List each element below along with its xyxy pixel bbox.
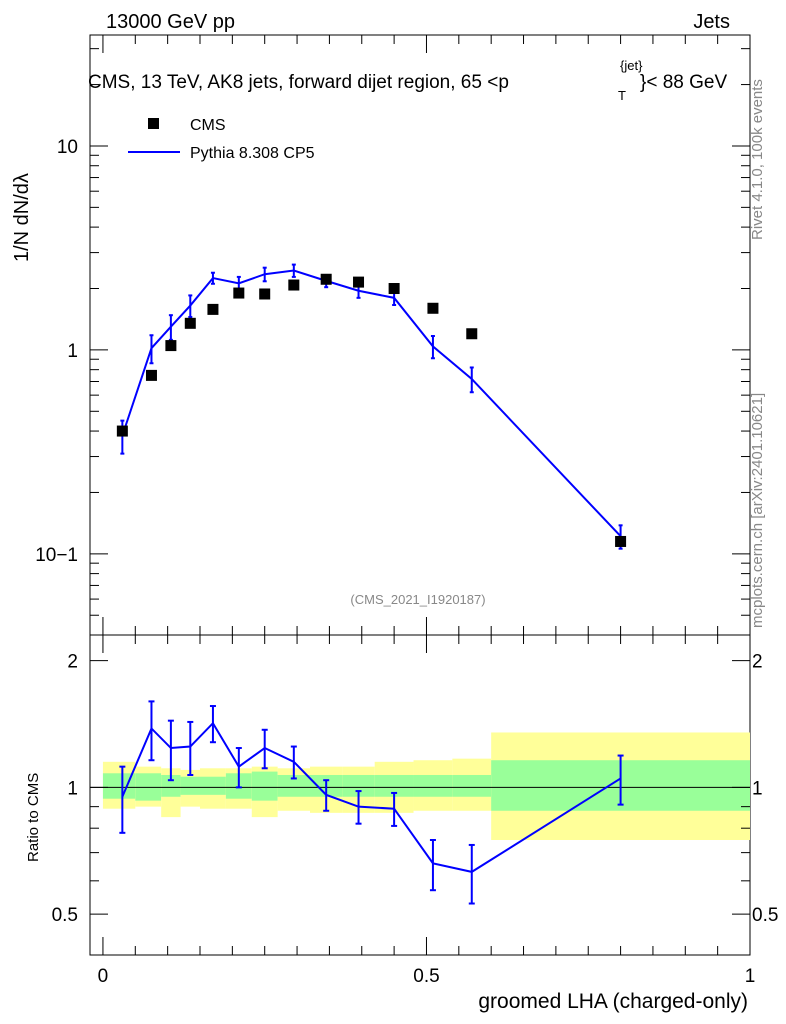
title-main: CMS, 13 TeV, AK8 jets, forward dijet reg… (88, 72, 509, 93)
band-inner-segment (251, 771, 278, 801)
cms-data-point (259, 288, 271, 300)
cms-data-point (233, 287, 245, 299)
analysis-watermark: (CMS_2021_I1920187) (350, 592, 485, 607)
mc-ratio-series (119, 700, 624, 905)
main-y-tick-label: 1 (67, 341, 78, 362)
ratio-y-tick-label-right: 1 (752, 778, 763, 799)
x-axis-label: groomed LHA (charged-only) (478, 990, 748, 1013)
cms-data-point (165, 340, 177, 352)
cms-data-point (207, 303, 219, 315)
ratio-y-tick-label-right: 2 (752, 652, 763, 673)
legend-mc-label: Pythia 8.308 CP5 (190, 145, 315, 162)
mc-line (121, 269, 622, 537)
band-inner-segment (342, 774, 375, 797)
svg-text:1/N dN/dλ: 1/N dN/dλ (11, 173, 33, 262)
band-inner-segment (374, 774, 414, 797)
ratio-line (121, 721, 622, 873)
cms-data-point (116, 425, 128, 437)
side-label-bottom: mcplots.cern.ch [arXiv:2401.10621] (749, 393, 766, 628)
band-inner-segment (277, 774, 310, 797)
cms-data-point (466, 328, 478, 340)
ratio-y-axis-label: Ratio to CMS (25, 773, 42, 862)
band-inner-segment (200, 776, 226, 795)
ratio-y-tick-labels: 0.5 1 2 0.5 1 2 (52, 652, 779, 927)
cms-data-point (388, 283, 400, 295)
cms-data-point (615, 535, 627, 547)
cms-data-point (145, 369, 157, 381)
side-label-top: Rivet 4.1.0, 100k events (749, 79, 766, 240)
band-inner-segment (180, 776, 200, 795)
legend-cms-marker (148, 118, 159, 129)
mc-main-series (120, 263, 623, 550)
header-left: 13000 GeV pp (106, 11, 235, 33)
main-y-tick-label: 10 (57, 137, 78, 158)
ratio-y-tick-label-right: 0.5 (752, 905, 778, 926)
header-right: Jets (693, 11, 730, 33)
main-y-axis-label: 1/N dN/dλ (11, 173, 33, 262)
cms-data-point (184, 317, 196, 329)
main-y-tick-labels: 10−1 1 10 (35, 137, 78, 566)
band-inner-segment (161, 774, 181, 797)
axis-ticks (90, 35, 751, 956)
x-tick-label: 0.5 (413, 966, 439, 987)
ratio-y-tick-label: 2 (67, 652, 78, 673)
x-tick-labels: 0 0.5 1 (98, 966, 756, 987)
main-frame (89, 34, 751, 636)
legend-cms-label: CMS (190, 117, 226, 134)
title-subscript: T (618, 88, 626, 103)
main-y-tick-label: 10−1 (35, 545, 78, 566)
cms-data-point (288, 279, 300, 291)
ratio-y-tick-label: 0.5 (52, 905, 78, 926)
cms-data-point (427, 302, 439, 314)
x-tick-label: 1 (745, 966, 756, 987)
title-superscript: {jet} (620, 58, 643, 73)
title-end: }< 88 GeV (640, 72, 727, 93)
cms-data-point (320, 273, 332, 285)
x-tick-label: 0 (98, 966, 109, 987)
ratio-bands (102, 732, 750, 841)
ratio-y-tick-label: 1 (67, 778, 78, 799)
cms-data-point (353, 276, 365, 288)
cms-data-series (116, 273, 627, 547)
plot-title: CMS, 13 TeV, AK8 jets, forward dijet reg… (88, 58, 727, 103)
band-inner-segment (413, 774, 453, 797)
legend: CMS Pythia 8.308 CP5 (128, 117, 315, 162)
band-inner-segment (452, 774, 492, 797)
